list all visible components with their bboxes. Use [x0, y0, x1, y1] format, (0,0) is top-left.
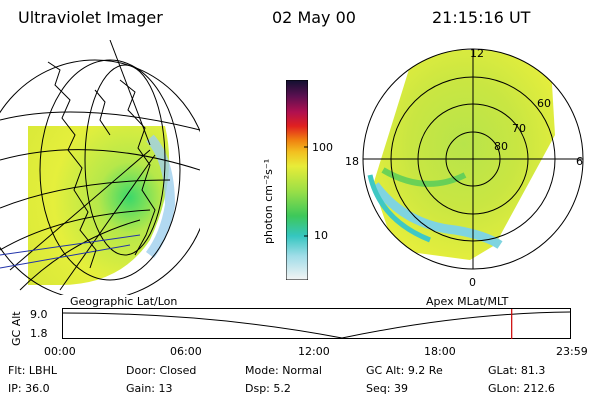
colorbar-tick-10: 10	[314, 229, 328, 242]
info-flt: Flt: LBHL	[8, 364, 57, 377]
time-tick-2: 12:00	[298, 345, 330, 358]
time-tick-1: 06:00	[170, 345, 202, 358]
info-ip: IP: 36.0	[8, 382, 50, 395]
altitude-ytick-high: 9.0	[30, 308, 48, 321]
geographic-map	[0, 40, 200, 295]
colorbar	[286, 80, 308, 280]
polar-mlt-18: 18	[345, 155, 359, 168]
polar-lat-80: 80	[494, 140, 508, 153]
colorbar-tick-100: 100	[312, 141, 333, 154]
info-door: Door: Closed	[126, 364, 197, 377]
right-panel-caption: Apex MLat/MLT	[426, 295, 509, 308]
altitude-ytick-low: 1.8	[30, 327, 48, 340]
colorbar-unit-label: photon cm⁻²s⁻¹	[262, 158, 275, 244]
coastline	[47, 61, 156, 269]
time-tick-0: 00:00	[44, 345, 76, 358]
time-tick-3: 18:00	[424, 345, 456, 358]
info-seq: Seq: 39	[366, 382, 408, 395]
info-mode: Mode: Normal	[245, 364, 322, 377]
info-gc-alt: GC Alt: 9.2 Re	[366, 364, 443, 377]
instrument-title: Ultraviolet Imager	[18, 8, 163, 27]
polar-lat-60: 60	[537, 97, 551, 110]
altitude-ylabel: GC Alt	[10, 311, 23, 346]
polar-plot	[362, 48, 584, 270]
info-glon: GLon: 212.6	[488, 382, 555, 395]
time-label: 21:15:16 UT	[432, 8, 531, 27]
polar-aurora-image	[373, 50, 555, 260]
left-aurora-image	[28, 126, 170, 285]
altitude-curve	[62, 311, 571, 339]
info-dsp: Dsp: 5.2	[245, 382, 291, 395]
time-tick-4: 23:59	[556, 345, 588, 358]
info-glat: GLat: 81.3	[488, 364, 546, 377]
date-label: 02 May 00	[272, 8, 356, 27]
info-gain: Gain: 13	[126, 382, 173, 395]
polar-mlt-12: 12	[470, 47, 484, 60]
polar-mlt-6: 6	[576, 155, 583, 168]
left-panel-caption: Geographic Lat/Lon	[70, 295, 178, 308]
polar-lat-70: 70	[512, 122, 526, 135]
altitude-strip	[62, 308, 571, 339]
polar-mlt-0: 0	[469, 276, 476, 289]
